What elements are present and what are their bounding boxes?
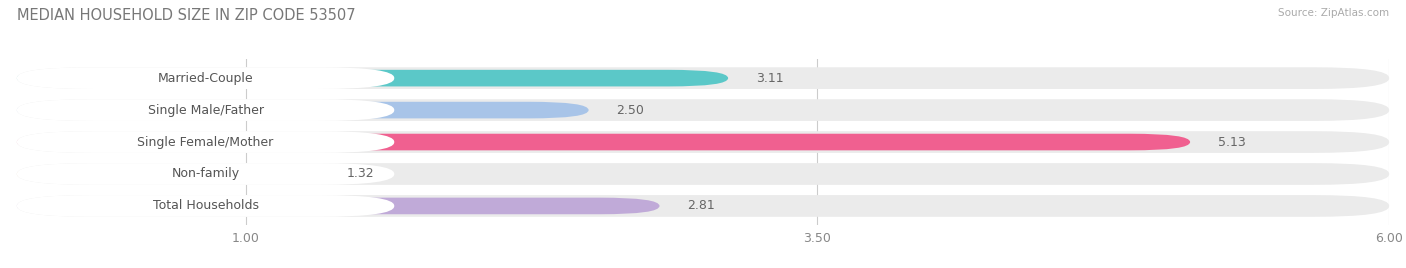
FancyBboxPatch shape [17,198,659,214]
Text: MEDIAN HOUSEHOLD SIZE IN ZIP CODE 53507: MEDIAN HOUSEHOLD SIZE IN ZIP CODE 53507 [17,8,356,23]
FancyBboxPatch shape [17,166,319,182]
Text: 1.32: 1.32 [346,168,374,180]
FancyBboxPatch shape [17,131,1389,153]
FancyBboxPatch shape [17,195,394,217]
Text: Source: ZipAtlas.com: Source: ZipAtlas.com [1278,8,1389,18]
FancyBboxPatch shape [17,67,394,89]
FancyBboxPatch shape [17,163,394,185]
Text: 5.13: 5.13 [1218,136,1246,148]
FancyBboxPatch shape [17,99,394,121]
Text: 2.81: 2.81 [688,199,714,213]
Text: 2.50: 2.50 [616,104,644,117]
Text: 3.11: 3.11 [755,72,783,85]
Text: Single Female/Mother: Single Female/Mother [138,136,274,148]
Text: Single Male/Father: Single Male/Father [148,104,263,117]
FancyBboxPatch shape [17,99,1389,121]
FancyBboxPatch shape [17,163,1389,185]
FancyBboxPatch shape [17,134,1189,150]
Text: Married-Couple: Married-Couple [157,72,253,85]
Text: Non-family: Non-family [172,168,239,180]
FancyBboxPatch shape [17,131,394,153]
FancyBboxPatch shape [17,67,1389,89]
Text: Total Households: Total Households [153,199,259,213]
FancyBboxPatch shape [17,70,728,87]
FancyBboxPatch shape [17,102,589,118]
FancyBboxPatch shape [17,195,1389,217]
